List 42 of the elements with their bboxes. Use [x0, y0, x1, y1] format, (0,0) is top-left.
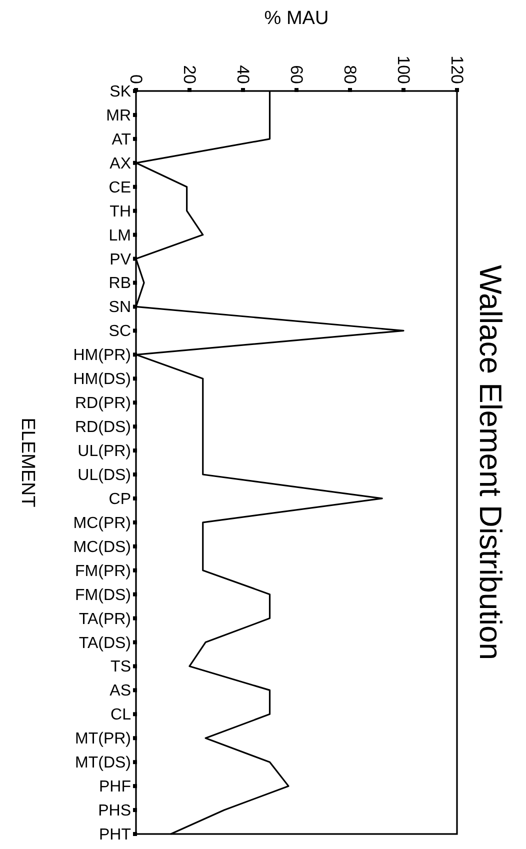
y-tick-label: HM(DS) [73, 371, 131, 388]
y-tick-label: MT(DS) [75, 754, 131, 772]
y-tick-label: AX [110, 155, 132, 172]
y-tick-label: PHT [99, 826, 132, 844]
y-tick-label: RB [108, 275, 131, 292]
y-tick-label: TA(DS) [78, 634, 131, 652]
y-tick-label: HM(PR) [73, 347, 131, 364]
y-tick-label: AS [110, 682, 131, 700]
y-tick-label: PHS [98, 802, 131, 820]
y-tick-label: PV [110, 251, 132, 268]
y-tick-label: PHF [99, 778, 132, 796]
x-tick-label: 80 [340, 65, 360, 84]
y-tick-label: TS [110, 658, 131, 676]
y-tick-label: RD(DS) [75, 419, 131, 436]
x-tick-label: 0 [126, 74, 146, 84]
y-tick-label: AT [112, 131, 132, 148]
x-tick-label: 100 [394, 56, 413, 84]
y-tick-label: FM(DS) [75, 586, 131, 604]
y-tick-label: MC(PR) [73, 514, 131, 532]
text: Wallace Element Distribution [473, 264, 508, 660]
x-tick-label: 120 [448, 56, 466, 84]
x-tick-label: 60 [287, 65, 306, 84]
y-tick-label: UL(PR) [78, 443, 131, 460]
y-tick-label: SC [108, 323, 131, 340]
y-tick-label: RD(PR) [75, 395, 131, 412]
y-axis-title: ELEMENT [17, 418, 38, 508]
y-tick-label: CP [108, 490, 131, 508]
y-tick-label: FM(PR) [75, 562, 131, 580]
x-tick-label: 40 [234, 65, 252, 84]
x-tick-label: 20 [180, 65, 199, 84]
y-tick-label: UL(DS) [78, 466, 131, 484]
y-tick-label: LM [108, 227, 131, 244]
y-tick-label: MT(PR) [75, 730, 131, 748]
y-tick-label: SN [108, 299, 131, 316]
y-tick-label: SK [110, 84, 132, 100]
y-tick-label: TA(PR) [78, 610, 131, 628]
y-tick-label: TH [110, 203, 131, 220]
y-tick-label: CL [110, 706, 132, 724]
x-axis-title: % MAU [264, 8, 329, 29]
y-tick-label: MC(DS) [73, 538, 131, 556]
y-tick-label: MR [106, 107, 131, 124]
y-tick-label: CE [108, 179, 131, 196]
